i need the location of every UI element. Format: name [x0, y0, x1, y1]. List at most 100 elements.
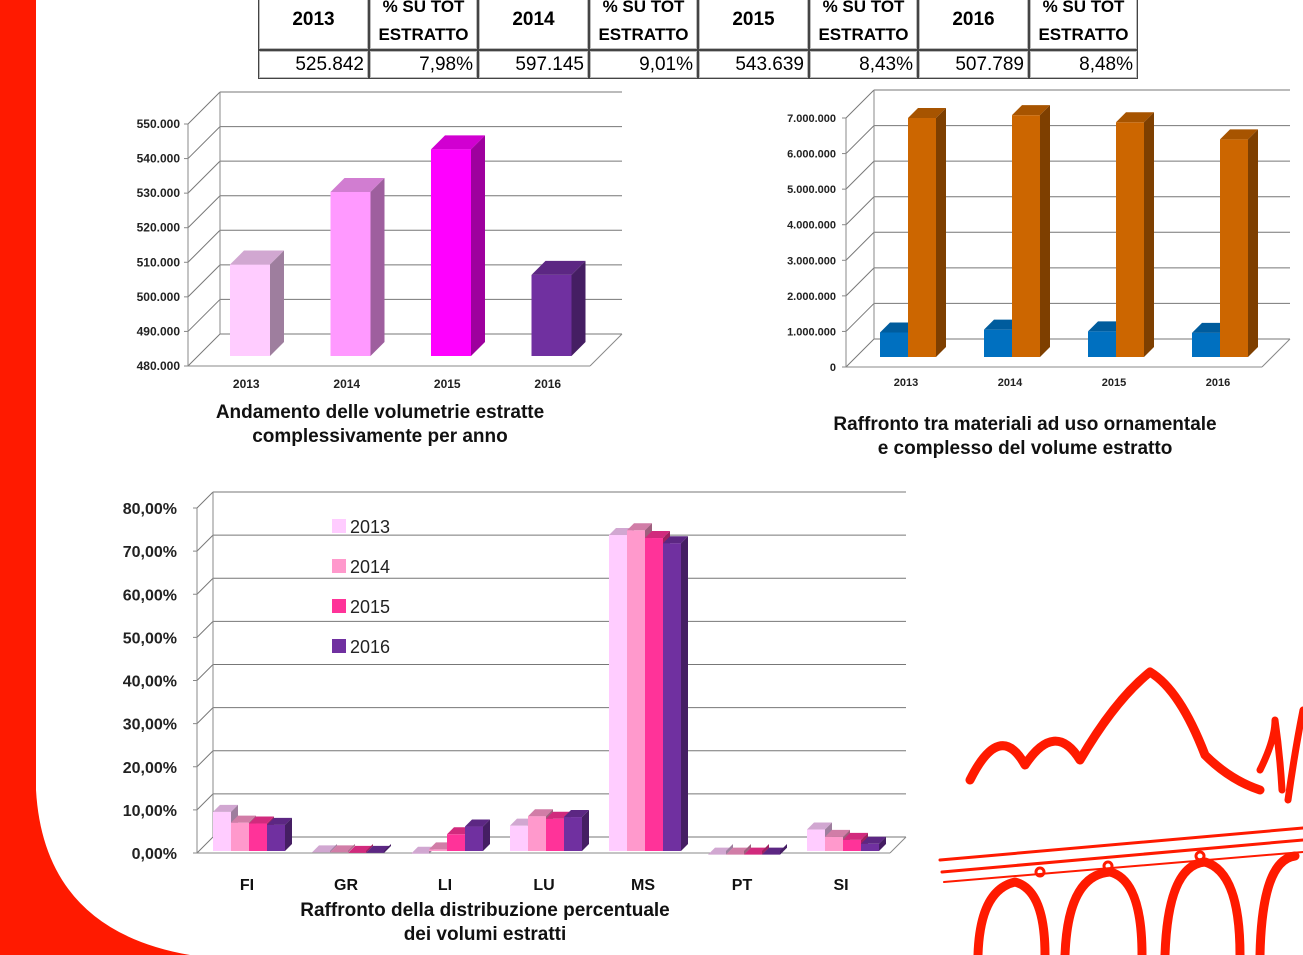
chart3-legend-label: 2013 [350, 517, 390, 537]
chart2-gridline-diag [845, 125, 875, 154]
chart3-bar-top [627, 523, 652, 531]
table-header-year: 2013 [258, 0, 369, 50]
chart3-bar-front [645, 538, 663, 851]
chart1-ytick-label: 480.000 [137, 359, 181, 373]
chart3-xtick-label: SI [833, 877, 848, 894]
chart1-bar-front [330, 191, 371, 356]
chart3-legend-label: 2014 [350, 557, 390, 577]
chart2-bar-front [1220, 139, 1248, 357]
chart3-bar [348, 844, 373, 853]
table-cell: 7,98% [369, 50, 478, 79]
chart3-bar [267, 817, 292, 851]
chart3-xtick-label: PT [732, 877, 753, 894]
chart3-gridline-diag [196, 664, 214, 681]
chart1-bar-top [330, 177, 385, 192]
chart3-bar [663, 536, 688, 851]
chart3-bar-side [726, 844, 733, 855]
chart2-gridline-diag [845, 338, 875, 368]
chart3-legend-swatch [332, 639, 346, 653]
chart3-bar-top [465, 819, 490, 827]
chart3-gridline-diag [196, 577, 214, 595]
chart2-bar-top [908, 108, 946, 119]
chart3-bar-front [528, 816, 546, 851]
chart3-bar-front [627, 530, 645, 851]
chart1-gridline-diag [187, 333, 221, 367]
chart1-xtick-label: 2014 [333, 377, 360, 391]
chart3-bar-top [564, 810, 589, 818]
chart3-gridline-diag [196, 750, 214, 768]
chart3-ytick-label: 0,00% [132, 846, 177, 863]
chart3-bar [312, 844, 337, 853]
chart3-bar-side [879, 836, 886, 851]
chart2-bar [908, 108, 946, 357]
chart1-title: Andamento delle volumetrie estratte comp… [140, 401, 620, 449]
chart2-ytick-label: 6.000.000 [787, 149, 836, 161]
table-header-row: 2013 % SU TOT ESTRATTO 2014 % SU TOT ESTRA… [258, 0, 1138, 50]
chart3-bar-side [744, 844, 751, 855]
chart3-legend-swatch [332, 599, 346, 613]
chart3-bar-front [663, 543, 681, 851]
chart3-bar [861, 836, 886, 851]
chart3-floor-edge [889, 836, 907, 854]
chart3-xtick-label: FI [240, 877, 254, 894]
chart1-gridline-diag [187, 264, 221, 298]
chart3-bar-side [780, 844, 787, 855]
table-header-percent: % SU TOT ESTRATTO [809, 0, 918, 50]
chart3-bar [708, 844, 733, 855]
aqueduct-logo [938, 667, 1303, 955]
chart2-bar-side [1040, 105, 1050, 357]
table-header-percent: % SU TOT ESTRATTO [1029, 0, 1138, 50]
chart3-ytick-label: 80,00% [123, 501, 177, 518]
chart2-bar-front [880, 332, 908, 357]
chart3-bar-front [546, 818, 564, 851]
chart3-gridline-diag [196, 707, 214, 724]
table-cell: 8,43% [809, 50, 918, 79]
chart3-bar-side [366, 844, 373, 853]
chart1-bar [531, 260, 586, 356]
chart1-xtick-label: 2013 [233, 377, 260, 391]
chart3-bar-side [384, 844, 391, 853]
chart3-bar-top [267, 817, 292, 825]
chart2-bar-top [1012, 105, 1050, 116]
chart1-bar-front [431, 149, 471, 356]
table-cell: 543.639 [698, 50, 809, 79]
chart1-ytick-label: 550.000 [137, 117, 181, 131]
chart3-ytick-label: 20,00% [123, 760, 177, 777]
chart3-bar-front [609, 535, 627, 851]
chart3-bar-front [807, 829, 825, 851]
chart3-bar-top [645, 531, 670, 539]
chart1-bar [330, 177, 385, 356]
chart2-gridline-diag [845, 196, 875, 226]
chart3-legend-label: 2016 [350, 637, 390, 657]
chart3-legend-swatch [332, 519, 346, 533]
table-cell: 525.842 [258, 50, 369, 79]
chart2-title-line: Raffronto tra materiali ad uso ornamenta… [833, 414, 1217, 435]
table-header-year: 2014 [478, 0, 589, 50]
chart3-xtick-label: GR [334, 877, 358, 894]
chart3-bar-front [249, 823, 267, 851]
chart3-ytick-label: 60,00% [123, 587, 177, 604]
chart3-bar-top [213, 804, 238, 812]
chart1-title-line: Andamento delle volumetrie estratte [215, 402, 545, 423]
chart3-bar-front [267, 824, 285, 851]
chart2-bar-side [936, 108, 946, 357]
chart2-ytick-label: 1.000.000 [787, 326, 836, 338]
chart2-bar-side [1144, 112, 1154, 357]
chart1-bar [431, 135, 485, 356]
chart2-gridline-diag [845, 89, 875, 119]
chart3-bar-top [843, 832, 868, 840]
chart1-gridline-diag [187, 126, 221, 159]
chart2-bar [1220, 129, 1258, 357]
chart3-bar-top [528, 809, 553, 817]
chart2-gridline-diag [845, 231, 875, 261]
chart1-floor-edge [589, 333, 623, 367]
chart2-bar [1012, 105, 1050, 357]
table-header-year: 2015 [698, 0, 809, 50]
chart2-bar-front [984, 329, 1012, 357]
chart2-ytick-label: 4.000.000 [787, 220, 836, 232]
chart3-title-line: Raffronto della distribuzione percentual… [300, 900, 670, 921]
chart3-title-line: dei volumi estratti [403, 924, 567, 945]
chart3-gridline-diag [196, 793, 214, 811]
chart2-title: Raffronto tra materiali ad uso ornamenta… [760, 413, 1290, 461]
